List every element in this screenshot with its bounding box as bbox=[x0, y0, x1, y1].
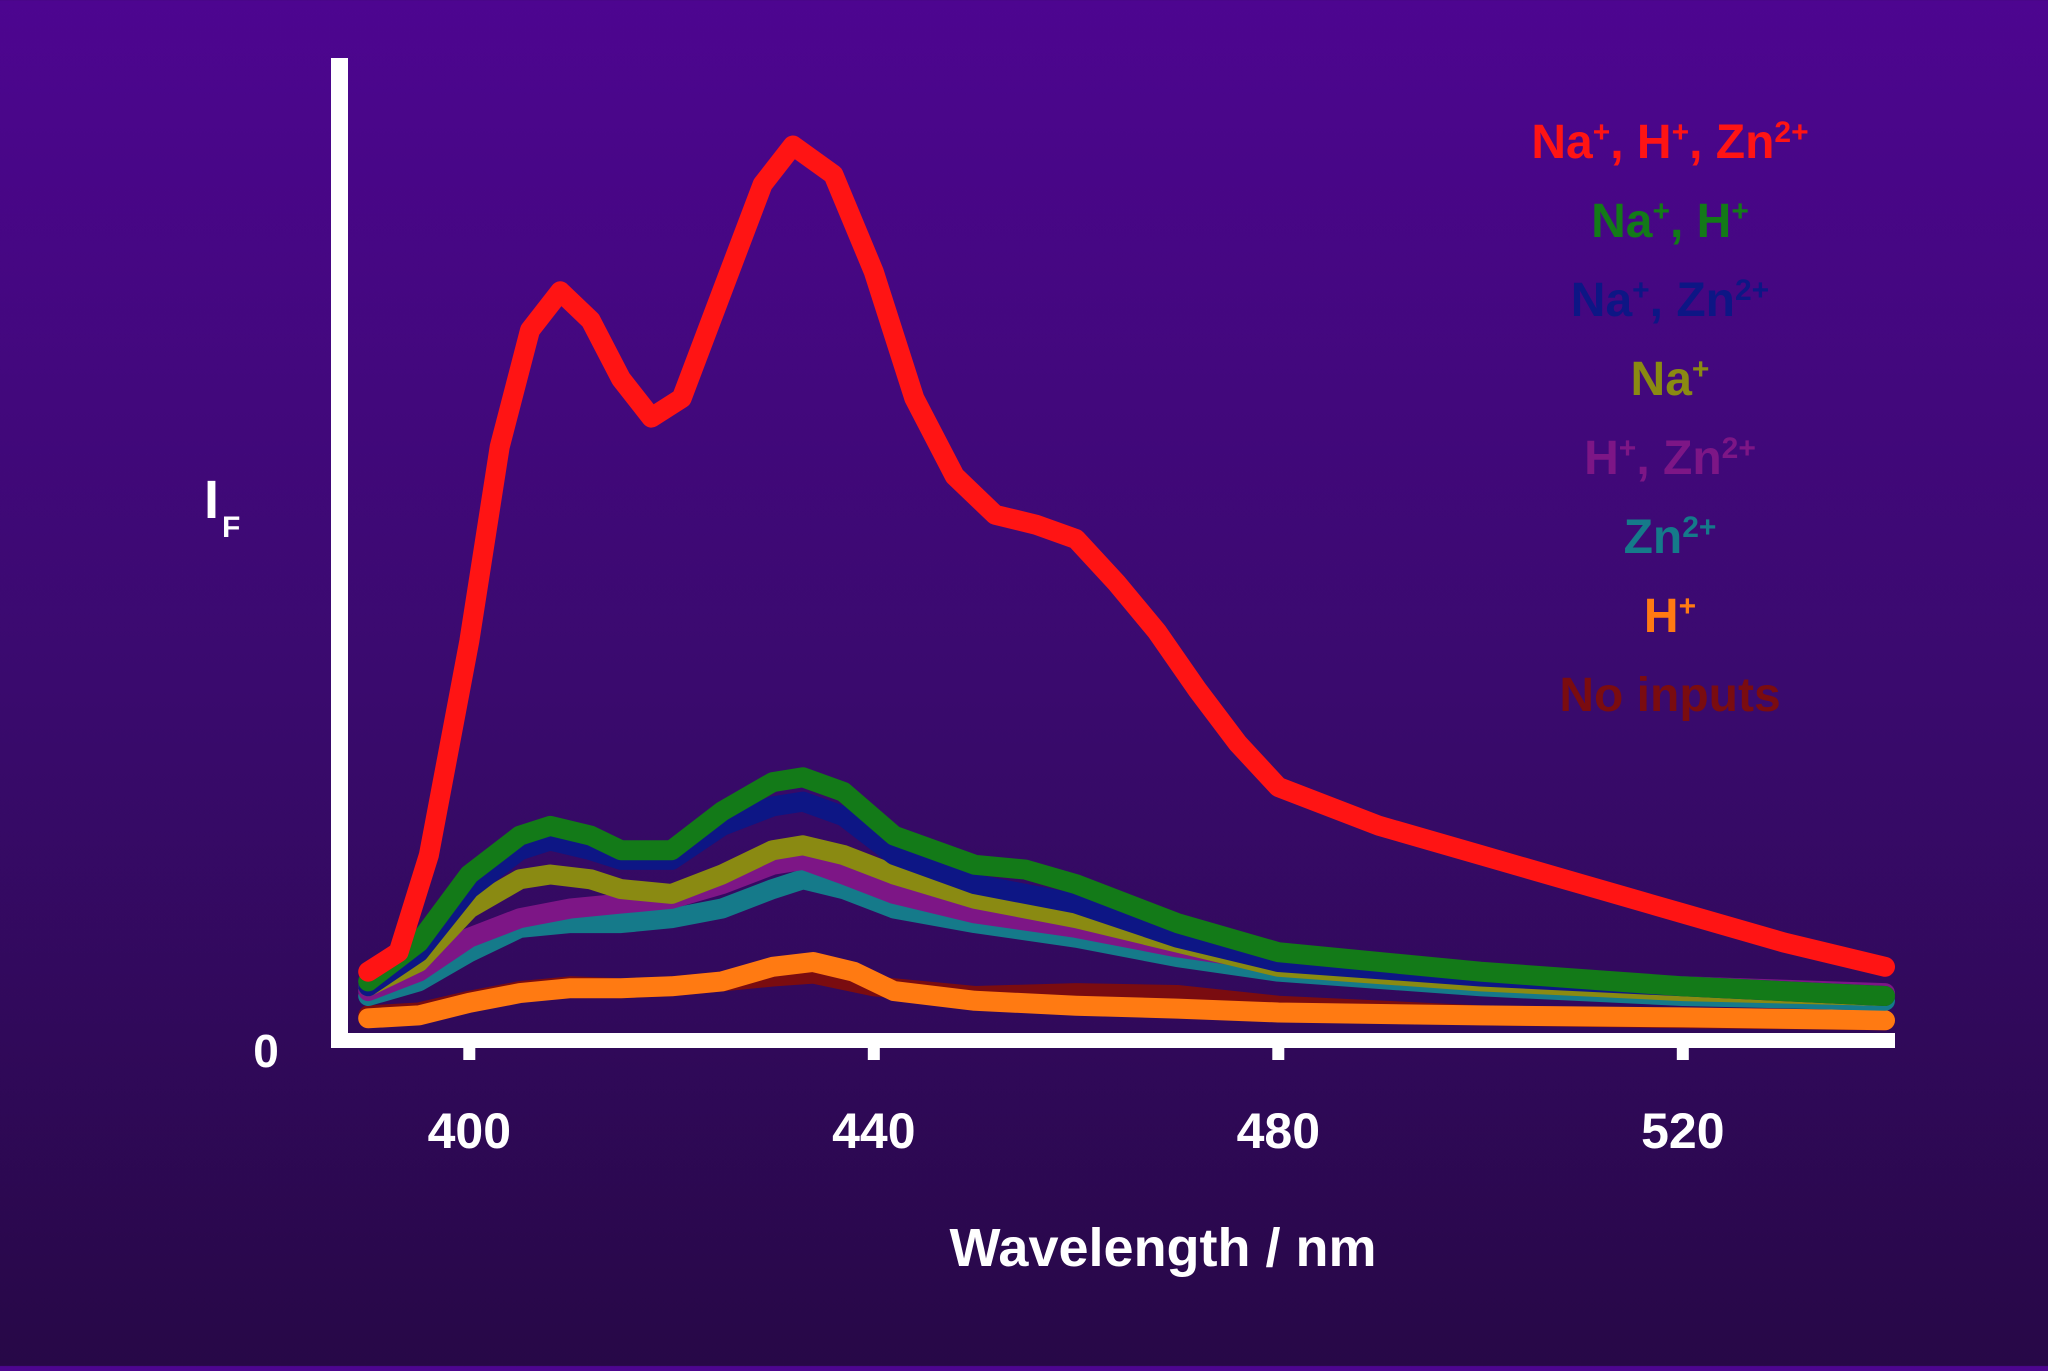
legend-entry-na-zn2: Na+, Zn2+ bbox=[1571, 274, 1769, 328]
y-axis-line bbox=[331, 58, 348, 1047]
series-line-h bbox=[358, 952, 1895, 1031]
x-tick-mark-520 bbox=[1676, 1046, 1689, 1060]
x-axis-line bbox=[331, 1033, 1895, 1048]
axes bbox=[331, 58, 1895, 1048]
x-tick-label-400: 400 bbox=[428, 1103, 511, 1159]
x-axis-title: Wavelength / nm bbox=[949, 1218, 1376, 1278]
x-tick-mark-480 bbox=[1272, 1046, 1285, 1060]
legend-entry-zn2: Zn2+ bbox=[1624, 511, 1717, 565]
legend-entry-h-zn2: H+, Zn2+ bbox=[1584, 432, 1756, 486]
legend-entry-na-h: Na+, H+ bbox=[1591, 195, 1749, 249]
x-tick-label-480: 480 bbox=[1237, 1103, 1320, 1159]
x-tick-label-520: 520 bbox=[1641, 1103, 1724, 1159]
series-line-na-zn2 bbox=[358, 791, 1895, 1006]
y-axis-title-main: I bbox=[204, 470, 219, 530]
series-line-na-h bbox=[358, 767, 1895, 1006]
legend-entry-no-inputs: No inputs bbox=[1559, 669, 1780, 722]
x-tick-label-440: 440 bbox=[832, 1103, 915, 1159]
series-layer bbox=[358, 135, 1895, 1031]
y-origin-label: 0 bbox=[253, 1025, 279, 1077]
series-line-na-h-zn2 bbox=[358, 135, 1895, 982]
legend: Na+, H+, Zn2+ Na+, H+ Na+, Zn2+ Na+ H+, Zn2+… bbox=[1531, 116, 1808, 723]
x-tick-mark-440 bbox=[867, 1046, 880, 1060]
legend-entry-na: Na+ bbox=[1631, 353, 1710, 407]
y-axis-title-subscript: F bbox=[222, 511, 240, 544]
y-axis-title: I F bbox=[204, 470, 240, 544]
x-tick-layer: 400 440 480 520 bbox=[428, 1046, 1725, 1159]
legend-entry-na-h-zn2: Na+, H+, Zn2+ bbox=[1531, 116, 1808, 170]
legend-entry-h: H+ bbox=[1644, 590, 1696, 644]
x-tick-mark-400 bbox=[463, 1046, 476, 1060]
